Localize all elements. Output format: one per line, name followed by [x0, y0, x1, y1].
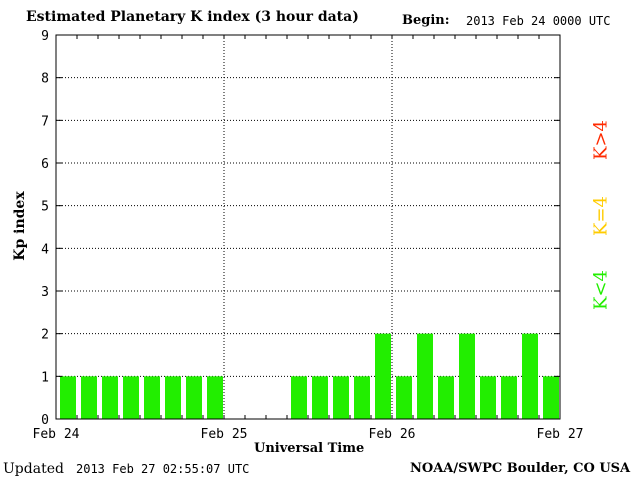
kp-bar — [312, 376, 328, 419]
kp-bar — [333, 376, 349, 419]
kp-bar — [459, 333, 475, 419]
updated-label: Updated — [3, 461, 64, 477]
kp-bar — [417, 333, 433, 419]
legend-k-above-4: K>4 — [590, 120, 612, 160]
x-tick-label: Feb 27 — [537, 427, 584, 442]
kp-bar — [543, 376, 559, 419]
x-tick-label: Feb 24 — [33, 427, 80, 442]
y-axis-label: Kp index — [12, 191, 28, 261]
kp-bar — [396, 376, 412, 419]
x-axis-label: Universal Time — [254, 441, 365, 456]
y-tick-label: 6 — [41, 157, 49, 172]
y-tick-label: 3 — [41, 285, 49, 300]
kp-bar — [144, 376, 160, 419]
kp-bar — [522, 333, 538, 419]
legend-k-below-4: K<4 — [590, 270, 612, 310]
kp-bar — [186, 376, 202, 419]
kp-bar — [480, 376, 496, 419]
y-tick-label: 8 — [41, 72, 49, 87]
chart-title: Estimated Planetary K index (3 hour data… — [26, 9, 359, 25]
begin-label: Begin: — [402, 13, 450, 28]
x-tick-label: Feb 26 — [369, 427, 416, 442]
axis-ticks: 0 1 2 3 4 5 6 7 8 9 Feb 24 Feb 25 Feb 26 Feb 27 — [33, 29, 584, 442]
begin-value: 2013 Feb 24 0000 UTC — [466, 14, 611, 28]
updated-value: 2013 Feb 27 02:55:07 UTC — [76, 462, 250, 476]
kp-bar — [207, 376, 223, 419]
bar-series — [60, 333, 559, 419]
y-tick-label: 5 — [41, 200, 49, 215]
kp-bar — [102, 376, 118, 419]
y-tick-label: 4 — [41, 242, 49, 257]
kp-bar — [375, 333, 391, 419]
y-tick-label: 0 — [41, 413, 49, 428]
plot-frame — [55, 34, 561, 420]
kp-bar — [438, 376, 454, 419]
y-tick-label: 2 — [41, 328, 49, 343]
y-tick-label: 1 — [41, 370, 49, 385]
kp-bar — [291, 376, 307, 419]
grid-lines — [56, 35, 560, 419]
kp-bar — [60, 376, 76, 419]
kp-bar — [501, 376, 517, 419]
kp-bar — [81, 376, 97, 419]
x-tick-label: Feb 25 — [201, 427, 248, 442]
kp-bar — [165, 376, 181, 419]
credit-text: NOAA/SWPC Boulder, CO USA — [410, 461, 631, 476]
legend-k-equal-4: K=4 — [590, 196, 612, 236]
y-tick-label: 7 — [41, 114, 49, 129]
kp-bar — [354, 376, 370, 419]
kp-bar — [123, 376, 139, 419]
y-tick-label: 9 — [41, 29, 49, 44]
